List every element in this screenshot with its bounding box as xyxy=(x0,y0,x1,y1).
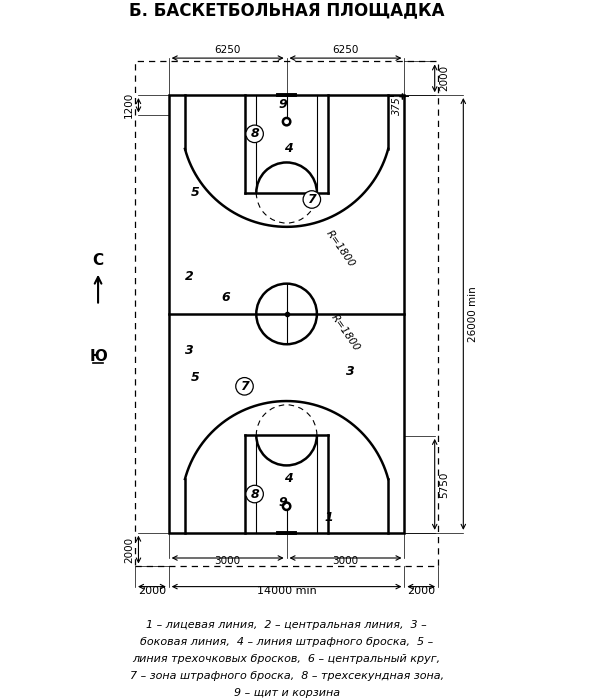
Text: 1: 1 xyxy=(324,511,333,524)
Text: 9 – щит и корзина: 9 – щит и корзина xyxy=(234,687,340,698)
Text: 7: 7 xyxy=(240,380,249,393)
Text: 8: 8 xyxy=(250,487,259,500)
Text: 26000 min: 26000 min xyxy=(468,286,478,342)
Text: 2000: 2000 xyxy=(439,65,449,92)
Text: 3: 3 xyxy=(346,365,355,378)
Text: 2: 2 xyxy=(185,270,194,284)
Text: 2000: 2000 xyxy=(138,586,166,596)
Text: R=1800: R=1800 xyxy=(329,312,361,353)
Text: 9: 9 xyxy=(279,98,287,111)
Text: боковая линия,  4 – линия штрафного броска,  5 –: боковая линия, 4 – линия штрафного броск… xyxy=(140,637,433,647)
Text: линия трехочковых бросков,  6 – центральный круг,: линия трехочковых бросков, 6 – центральн… xyxy=(133,654,441,664)
Text: Б. БАСКЕТБОЛЬНАЯ ПЛОЩАДКА: Б. БАСКЕТБОЛЬНАЯ ПЛОЩАДКА xyxy=(129,1,444,20)
Text: 4: 4 xyxy=(284,473,293,485)
Text: R=1800: R=1800 xyxy=(323,228,356,269)
Text: Ю: Ю xyxy=(89,349,107,363)
Text: 7: 7 xyxy=(307,193,316,206)
Text: 3000: 3000 xyxy=(215,556,241,566)
Text: 3: 3 xyxy=(185,344,194,358)
Text: 4: 4 xyxy=(284,143,293,155)
Text: С: С xyxy=(93,253,104,267)
Text: 1 – лицевая линия,  2 – центральная линия,  3 –: 1 – лицевая линия, 2 – центральная линия… xyxy=(146,620,427,630)
Text: 2000: 2000 xyxy=(407,586,435,596)
Text: 3000: 3000 xyxy=(332,556,359,566)
Text: 1200: 1200 xyxy=(124,92,135,118)
Text: 14000 min: 14000 min xyxy=(257,586,316,596)
Text: 5: 5 xyxy=(191,372,200,384)
Text: 6250: 6250 xyxy=(332,45,359,55)
Text: 8: 8 xyxy=(250,127,259,140)
Text: 5: 5 xyxy=(191,186,200,200)
Text: 2000: 2000 xyxy=(124,536,135,563)
Text: 6250: 6250 xyxy=(215,45,241,55)
Text: 9: 9 xyxy=(279,496,287,509)
Text: 375: 375 xyxy=(392,96,402,115)
Text: 5750: 5750 xyxy=(439,471,449,498)
Text: 7 – зона штрафного броска,  8 – трехсекундная зона,: 7 – зона штрафного броска, 8 – трехсекун… xyxy=(130,671,444,681)
Text: 6: 6 xyxy=(222,290,230,304)
